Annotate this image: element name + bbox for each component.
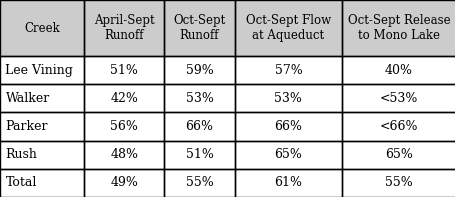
Bar xyxy=(0,141,84,169)
Text: <66%: <66% xyxy=(379,120,417,133)
Bar xyxy=(341,0,455,56)
Bar xyxy=(84,141,164,169)
Text: Total: Total xyxy=(5,177,37,189)
Bar xyxy=(234,0,341,56)
Bar xyxy=(234,112,341,141)
Bar xyxy=(84,84,164,112)
Bar xyxy=(164,141,234,169)
Bar xyxy=(0,169,84,197)
Bar xyxy=(84,112,164,141)
Bar xyxy=(341,112,455,141)
Bar xyxy=(0,84,84,112)
Text: 48%: 48% xyxy=(110,148,138,161)
Bar xyxy=(0,84,84,112)
Bar xyxy=(0,112,84,141)
Bar xyxy=(84,0,164,56)
Text: 40%: 40% xyxy=(384,64,412,77)
Text: Oct-Sept Release
to Mono Lake: Oct-Sept Release to Mono Lake xyxy=(347,14,450,42)
Bar xyxy=(234,141,341,169)
Text: Creek: Creek xyxy=(24,22,60,34)
Bar xyxy=(164,141,234,169)
Text: 53%: 53% xyxy=(185,92,213,105)
Bar xyxy=(164,56,234,84)
Bar xyxy=(341,56,455,84)
Bar xyxy=(341,0,455,56)
Bar xyxy=(164,0,234,56)
Bar xyxy=(341,56,455,84)
Text: Lee Vining: Lee Vining xyxy=(5,64,73,77)
Text: <53%: <53% xyxy=(379,92,417,105)
Text: Rush: Rush xyxy=(5,148,37,161)
Bar xyxy=(84,56,164,84)
Bar xyxy=(84,56,164,84)
Text: 49%: 49% xyxy=(110,177,138,189)
Bar xyxy=(164,56,234,84)
Text: 57%: 57% xyxy=(274,64,302,77)
Text: 53%: 53% xyxy=(274,92,302,105)
Bar xyxy=(84,141,164,169)
Bar xyxy=(341,169,455,197)
Text: 66%: 66% xyxy=(185,120,213,133)
Bar xyxy=(234,141,341,169)
Bar xyxy=(164,169,234,197)
Text: Walker: Walker xyxy=(5,92,50,105)
Bar xyxy=(164,169,234,197)
Text: Oct-Sept
Runoff: Oct-Sept Runoff xyxy=(173,14,225,42)
Bar xyxy=(234,56,341,84)
Bar xyxy=(164,112,234,141)
Text: Parker: Parker xyxy=(5,120,48,133)
Bar xyxy=(0,56,84,84)
Bar xyxy=(341,112,455,141)
Bar xyxy=(84,169,164,197)
Text: 65%: 65% xyxy=(274,148,302,161)
Text: 59%: 59% xyxy=(185,64,213,77)
Bar xyxy=(84,84,164,112)
Bar xyxy=(234,84,341,112)
Text: 55%: 55% xyxy=(384,177,412,189)
Bar xyxy=(234,0,341,56)
Bar xyxy=(0,56,84,84)
Text: 66%: 66% xyxy=(274,120,302,133)
Text: 55%: 55% xyxy=(185,177,213,189)
Bar xyxy=(164,112,234,141)
Text: 65%: 65% xyxy=(384,148,412,161)
Text: 51%: 51% xyxy=(185,148,213,161)
Bar xyxy=(0,0,84,56)
Bar xyxy=(341,141,455,169)
Bar xyxy=(164,84,234,112)
Bar xyxy=(341,84,455,112)
Bar xyxy=(234,112,341,141)
Text: 56%: 56% xyxy=(110,120,138,133)
Bar xyxy=(84,112,164,141)
Bar xyxy=(341,141,455,169)
Bar xyxy=(0,169,84,197)
Bar xyxy=(0,141,84,169)
Bar xyxy=(0,0,84,56)
Bar xyxy=(234,84,341,112)
Text: April-Sept
Runoff: April-Sept Runoff xyxy=(94,14,154,42)
Text: 51%: 51% xyxy=(110,64,138,77)
Text: 61%: 61% xyxy=(274,177,302,189)
Bar xyxy=(84,0,164,56)
Bar xyxy=(341,84,455,112)
Bar xyxy=(164,0,234,56)
Text: 42%: 42% xyxy=(110,92,138,105)
Bar xyxy=(341,169,455,197)
Bar xyxy=(164,84,234,112)
Bar xyxy=(84,169,164,197)
Bar xyxy=(234,169,341,197)
Bar xyxy=(0,112,84,141)
Bar xyxy=(234,169,341,197)
Text: Oct-Sept Flow
at Aqueduct: Oct-Sept Flow at Aqueduct xyxy=(245,14,330,42)
Bar xyxy=(234,56,341,84)
